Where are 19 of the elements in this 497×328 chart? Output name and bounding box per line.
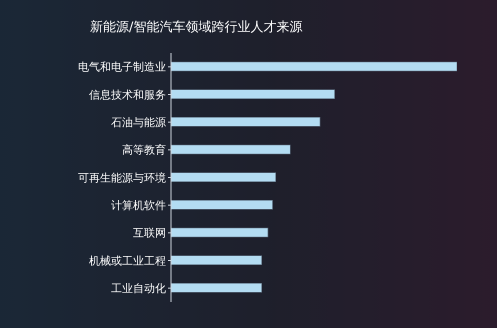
y-tick-label: 可再生能源与环境 [78, 171, 166, 184]
y-tick-label: 工业自动化 [111, 282, 166, 296]
y-tick-label: 机械或工业工程 [89, 254, 166, 268]
bar [171, 228, 268, 238]
chart-title: 新能源/智能汽车领域跨行业人才来源 [90, 19, 302, 36]
bar [171, 283, 262, 293]
bar [171, 144, 291, 154]
y-tick-label: 石油与能源 [111, 116, 166, 130]
bar [171, 172, 276, 182]
y-tick-label: 信息技术和服务 [89, 88, 166, 102]
bar [171, 117, 320, 127]
bar [171, 62, 457, 72]
y-tick-label: 高等教育 [122, 144, 166, 157]
bar [171, 200, 273, 210]
y-tick-label: 计算机软件 [111, 199, 166, 212]
y-tick-label: 互联网 [133, 226, 166, 240]
bar [171, 89, 335, 99]
bar [171, 255, 262, 265]
y-tick-label: 电气和电子制造业 [78, 60, 166, 74]
